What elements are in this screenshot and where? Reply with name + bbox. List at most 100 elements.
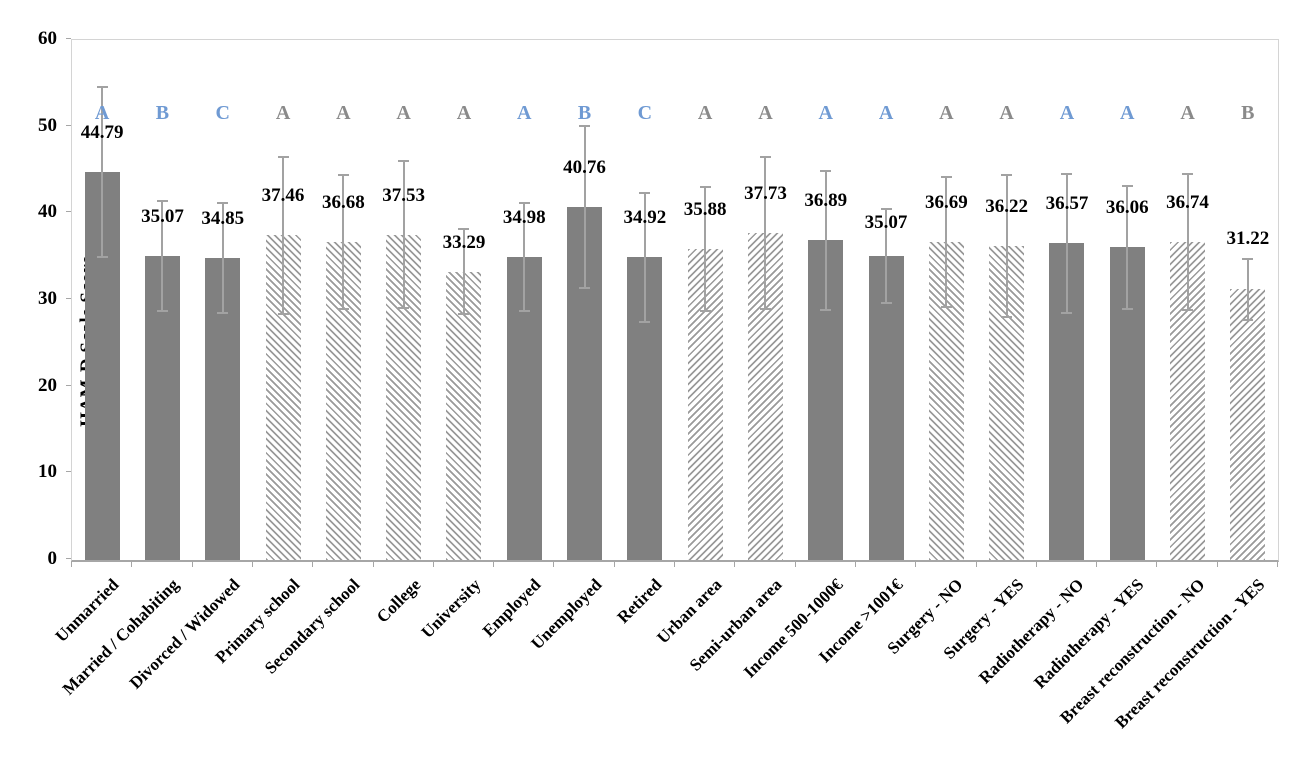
significance-letter: A xyxy=(999,102,1014,124)
error-bar-cap-bottom xyxy=(940,305,952,308)
error-bar-cap-bottom xyxy=(156,309,168,312)
error-bar-cap-bottom xyxy=(518,309,530,312)
error-bar-line xyxy=(583,124,586,289)
value-label: 37.46 xyxy=(261,185,305,207)
y-tick-label: 50 xyxy=(38,114,57,136)
error-bar-cap-top xyxy=(398,160,410,163)
error-bar-cap-bottom xyxy=(880,302,892,304)
x-tick-mark xyxy=(674,561,675,567)
significance-letter: A xyxy=(336,102,351,124)
error-bar-cap-top xyxy=(759,156,771,159)
error-bar-cap-bottom xyxy=(1001,315,1013,318)
x-tick-mark xyxy=(191,561,193,567)
bar xyxy=(868,256,904,560)
x-tick-mark xyxy=(1216,561,1218,567)
error-bar-cap-top xyxy=(1121,184,1133,187)
error-bar-line xyxy=(1065,172,1068,314)
value-label: 36.69 xyxy=(924,192,968,214)
value-label: 34.92 xyxy=(623,207,667,229)
error-bar-line xyxy=(221,202,224,314)
y-tick-mark xyxy=(66,558,71,559)
x-tick-mark xyxy=(1096,561,1098,567)
error-bar-line xyxy=(764,156,767,310)
x-tick-mark xyxy=(975,561,977,567)
y-tick-mark xyxy=(66,211,71,213)
error-bar-cap-top xyxy=(699,185,711,188)
value-label: 40.76 xyxy=(563,156,606,178)
value-label: 34.98 xyxy=(502,206,546,228)
error-bar-cap-top xyxy=(337,174,349,177)
y-tick-mark xyxy=(66,38,71,39)
error-bar-cap-top xyxy=(518,202,530,205)
x-tick-mark xyxy=(915,561,917,567)
error-bar-line xyxy=(1126,184,1129,311)
error-bar-cap-bottom xyxy=(458,312,470,315)
error-bar-cap-bottom xyxy=(398,307,410,310)
error-bar-line xyxy=(704,185,707,313)
error-bar-cap-top xyxy=(1182,172,1194,175)
y-tick-label: 20 xyxy=(38,374,57,396)
error-bar-cap-bottom xyxy=(699,310,711,313)
value-label: 36.22 xyxy=(985,196,1029,218)
error-bar-cap-bottom xyxy=(1182,308,1194,311)
error-bar-cap-top xyxy=(217,202,229,205)
significance-letter: A xyxy=(94,102,110,124)
error-bar-cap-top xyxy=(1001,174,1013,177)
x-tick-mark xyxy=(854,561,856,567)
significance-letter: A xyxy=(275,102,291,124)
error-bar-cap-bottom xyxy=(1121,308,1133,311)
value-label: 34.85 xyxy=(201,207,245,229)
significance-letter: C xyxy=(637,102,653,124)
error-bar-cap-bottom xyxy=(96,255,108,258)
x-tick-mark xyxy=(613,561,615,567)
value-label: 36.74 xyxy=(1166,191,1209,213)
x-tick-mark xyxy=(312,561,314,567)
x-tick-mark xyxy=(1277,561,1278,567)
error-bar-line xyxy=(643,191,646,324)
x-tick-mark xyxy=(251,561,253,567)
x-tick-mark xyxy=(1156,561,1158,567)
significance-letter: A xyxy=(456,102,472,124)
error-bar-line xyxy=(523,202,526,312)
value-label: 36.57 xyxy=(1045,193,1089,215)
error-bar-line xyxy=(945,176,948,308)
error-bar-cap-top xyxy=(1242,257,1254,260)
significance-letter: A xyxy=(517,102,532,124)
error-bar-cap-bottom xyxy=(579,286,591,289)
error-bar-cap-bottom xyxy=(217,311,229,314)
error-bar-line xyxy=(101,85,104,258)
value-label: 35.07 xyxy=(864,212,908,234)
error-bar-line xyxy=(824,170,827,311)
error-bar-line xyxy=(1246,257,1249,322)
error-bar-cap-bottom xyxy=(639,321,651,324)
y-tick-label: 40 xyxy=(38,201,57,223)
x-tick-mark xyxy=(493,561,495,567)
significance-letter: A xyxy=(697,102,713,124)
x-tick-mark xyxy=(71,561,72,567)
error-bar-cap-bottom xyxy=(277,312,289,315)
y-tick-mark xyxy=(66,298,71,299)
error-bar-cap-top xyxy=(820,170,832,172)
y-tick-label: 0 xyxy=(47,548,58,569)
error-bar-line xyxy=(885,208,888,304)
y-tick-mark xyxy=(66,124,71,126)
significance-letter: A xyxy=(758,102,773,124)
significance-letter: A xyxy=(939,102,954,124)
value-label: 31.22 xyxy=(1226,227,1270,249)
error-bar-cap-top xyxy=(639,191,651,194)
value-label: 35.88 xyxy=(683,199,727,221)
x-tick-mark xyxy=(794,561,796,567)
value-label: 35.07 xyxy=(141,206,184,228)
significance-letter: A xyxy=(1059,102,1075,124)
x-tick-mark xyxy=(1035,561,1037,567)
y-tick-mark xyxy=(66,471,71,473)
plot-area: HAM-D Scale Score 44.79A35.07B34.85C37.4… xyxy=(71,39,1279,562)
error-bar-cap-top xyxy=(579,124,591,127)
bar xyxy=(1230,289,1266,560)
error-bar-cap-top xyxy=(458,228,470,231)
error-bar-cap-bottom xyxy=(820,308,832,311)
error-bar-line xyxy=(1005,174,1008,318)
error-bar-cap-top xyxy=(940,176,952,179)
value-label: 44.79 xyxy=(80,121,124,143)
